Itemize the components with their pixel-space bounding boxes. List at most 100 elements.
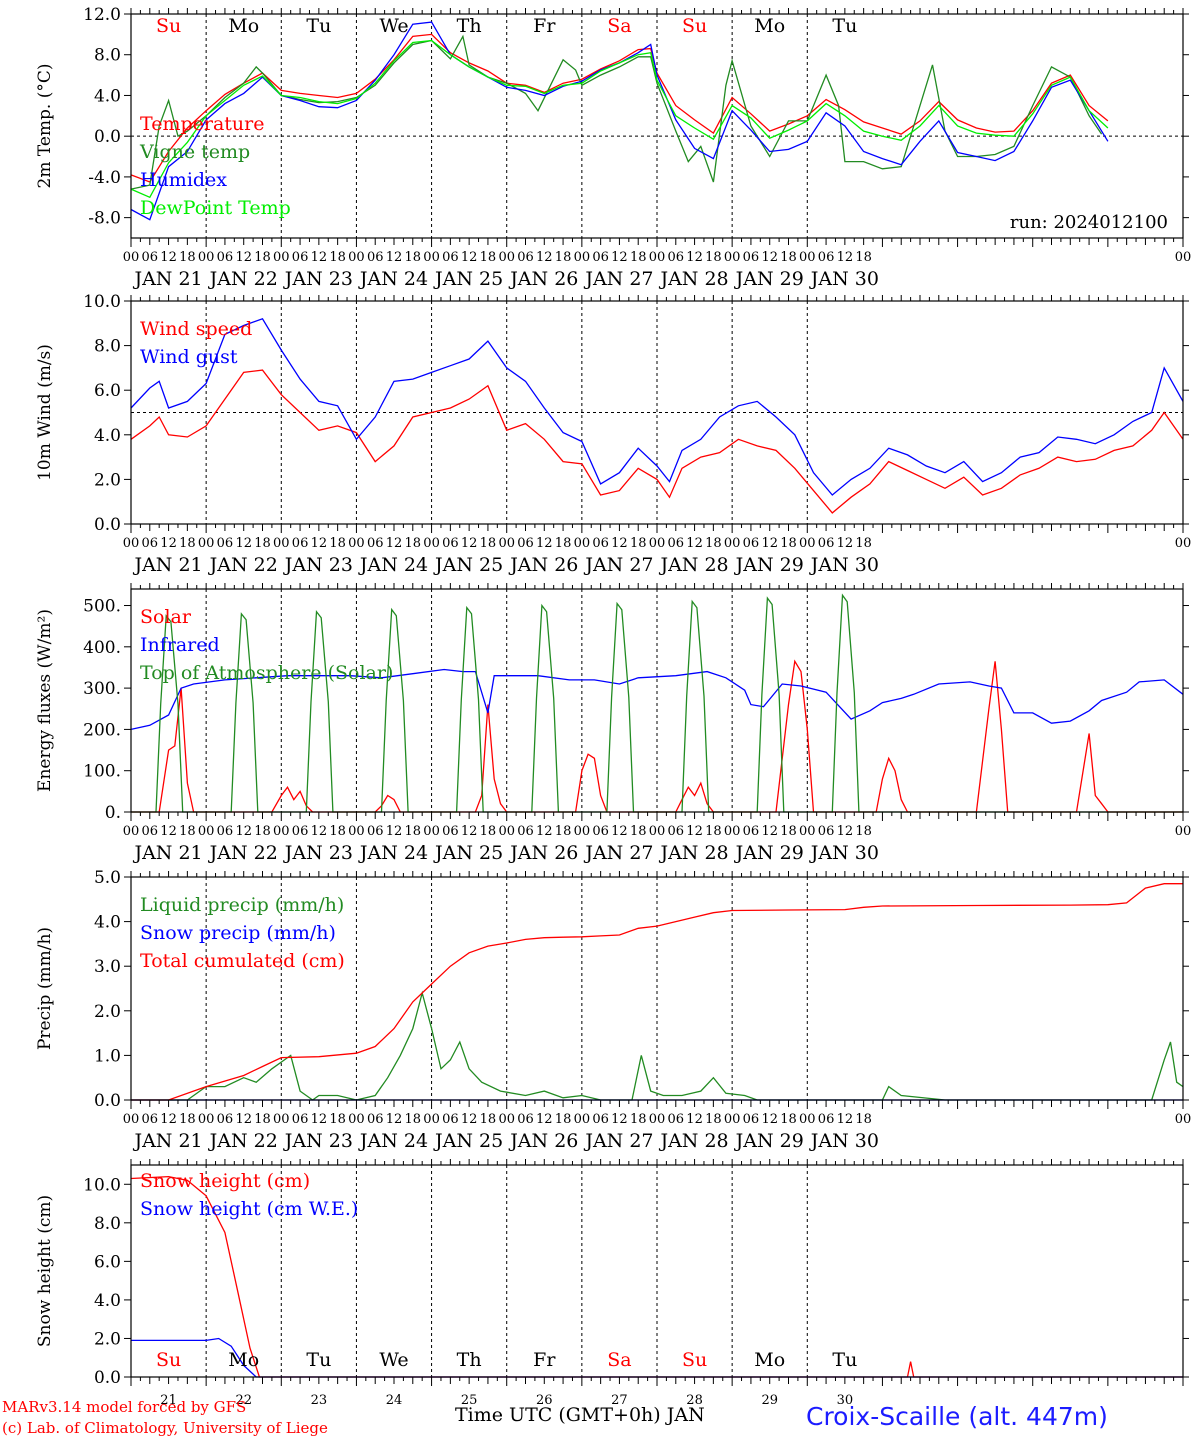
- hour-label: 12: [386, 1112, 403, 1127]
- hour-label: 18: [329, 250, 346, 265]
- hour-label: 12: [461, 250, 478, 265]
- weekday-label: Tu: [306, 15, 331, 37]
- hour-label: 00: [348, 824, 365, 839]
- date-label: JAN 22: [208, 554, 278, 576]
- date-label: JAN 28: [658, 554, 728, 576]
- hour-label: 00: [423, 536, 440, 551]
- series-snow-height-cm-: [130, 1175, 1183, 1378]
- hour-label: 00: [423, 250, 440, 265]
- hour-label: 18: [254, 1112, 271, 1127]
- hour-label: 12: [536, 1112, 553, 1127]
- hour-label: 06: [367, 250, 384, 265]
- hour-label: 06: [517, 250, 534, 265]
- date-label: JAN 26: [508, 1130, 578, 1152]
- hour-label: 18: [555, 250, 572, 265]
- weekday-label: We: [379, 15, 408, 37]
- y-axis-title: Energy fluxes (W/m²): [35, 609, 55, 792]
- hour-label: 12: [611, 250, 628, 265]
- hour-label: 00: [649, 1112, 666, 1127]
- hour-label: 00: [649, 536, 666, 551]
- date-label: JAN 24: [358, 1130, 428, 1152]
- hour-label: 00: [273, 536, 290, 551]
- hour-label: 12: [761, 1112, 778, 1127]
- y-tick-label: 100.: [83, 762, 121, 782]
- hour-label: 12: [686, 824, 703, 839]
- weekday-label: Mo: [754, 1349, 785, 1371]
- hour-label: 06: [818, 824, 835, 839]
- y-tick-label: 0.: [105, 803, 121, 823]
- date-label: JAN 23: [283, 1130, 353, 1152]
- hour-label: 18: [705, 250, 722, 265]
- date-label: JAN 29: [734, 842, 804, 864]
- y-tick-label: 300.: [83, 679, 121, 699]
- legend-temperature: Temperature: [140, 113, 264, 135]
- run-annotation: run: 2024012100: [1010, 212, 1168, 233]
- hour-label: 06: [367, 1112, 384, 1127]
- hour-label: 06: [292, 824, 309, 839]
- hour-label: 00: [273, 1112, 290, 1127]
- hour-label: 12: [761, 250, 778, 265]
- legend-snow-height-cm-: Snow height (cm): [140, 1170, 310, 1192]
- hour-label: 12: [235, 250, 252, 265]
- hour-label: 06: [818, 250, 835, 265]
- hour-label: 00: [348, 250, 365, 265]
- hour-label: 00: [724, 1112, 741, 1127]
- legend-total-cumulated-cm-: Total cumulated (cm): [140, 950, 345, 972]
- day-number-label: 26: [536, 1393, 553, 1408]
- date-label: JAN 22: [208, 268, 278, 290]
- y-axis-title: 10m Wind (m/s): [35, 344, 55, 481]
- hour-label: 12: [536, 536, 553, 551]
- series-wind-speed: [130, 369, 1184, 514]
- y-tick-label: 4.0: [94, 913, 121, 933]
- hour-label: 18: [555, 1112, 572, 1127]
- date-label: JAN 27: [583, 554, 653, 576]
- hour-label: 12: [235, 536, 252, 551]
- hour-label: 00: [123, 1112, 140, 1127]
- hour-label: 00: [724, 824, 741, 839]
- hour-label: 12: [461, 824, 478, 839]
- hour-label: 12: [235, 824, 252, 839]
- weekday-label: Fr: [533, 15, 556, 37]
- date-label: JAN 30: [809, 1130, 879, 1152]
- hour-label: 06: [743, 824, 760, 839]
- y-tick-label: -8.0: [88, 209, 121, 229]
- date-label: JAN 29: [734, 1130, 804, 1152]
- hour-label: 18: [254, 824, 271, 839]
- date-label: JAN 24: [358, 554, 428, 576]
- hour-label: 18: [179, 1112, 196, 1127]
- date-label: JAN 27: [583, 1130, 653, 1152]
- y-tick-label: 5.0: [94, 868, 121, 888]
- hour-label: 18: [780, 250, 797, 265]
- date-label: JAN 28: [658, 1130, 728, 1152]
- hour-label: 00: [198, 536, 215, 551]
- hour-label: 18: [855, 1112, 872, 1127]
- hour-label: 18: [405, 250, 422, 265]
- legend-wind-gust: Wind gust: [140, 346, 238, 368]
- hour-label: 00: [123, 250, 140, 265]
- hour-label: 18: [855, 536, 872, 551]
- panel-precip: 0.0 1.0 2.0 3.0 4.0 5.0 Precip (mm/h) Liquid pr…: [35, 868, 1191, 1152]
- date-label: JAN 21: [132, 554, 202, 576]
- panel-temperature: -8.0 -4.0 0.0 4.0 8.0 12.0 2m Temp. (°C) Temper…: [35, 5, 1191, 290]
- date-label: JAN 28: [658, 842, 728, 864]
- hour-label: 18: [630, 824, 647, 839]
- weekday-label: Su: [156, 1349, 181, 1371]
- hour-label: 00: [799, 824, 816, 839]
- hour-label: 06: [217, 250, 234, 265]
- hour-label: 00: [198, 250, 215, 265]
- weekday-label: Su: [682, 15, 707, 37]
- hour-label: 12: [386, 250, 403, 265]
- hour-label: 06: [292, 536, 309, 551]
- hour-label: 00: [498, 250, 515, 265]
- hour-label: 00: [348, 1112, 365, 1127]
- date-label: JAN 24: [358, 268, 428, 290]
- y-tick-label: 2.0: [94, 1329, 121, 1349]
- hour-label: 06: [517, 824, 534, 839]
- legend-snow-precip-mm-h-: Snow precip (mm/h): [140, 922, 336, 944]
- legend-snow-height-cm-w-e-: Snow height (cm W.E.): [140, 1198, 358, 1220]
- hour-label: 12: [235, 1112, 252, 1127]
- hour-label: 12: [536, 250, 553, 265]
- day-number-label: 25: [461, 1393, 478, 1408]
- hour-label: 00: [423, 824, 440, 839]
- day-number-label: 29: [761, 1393, 778, 1408]
